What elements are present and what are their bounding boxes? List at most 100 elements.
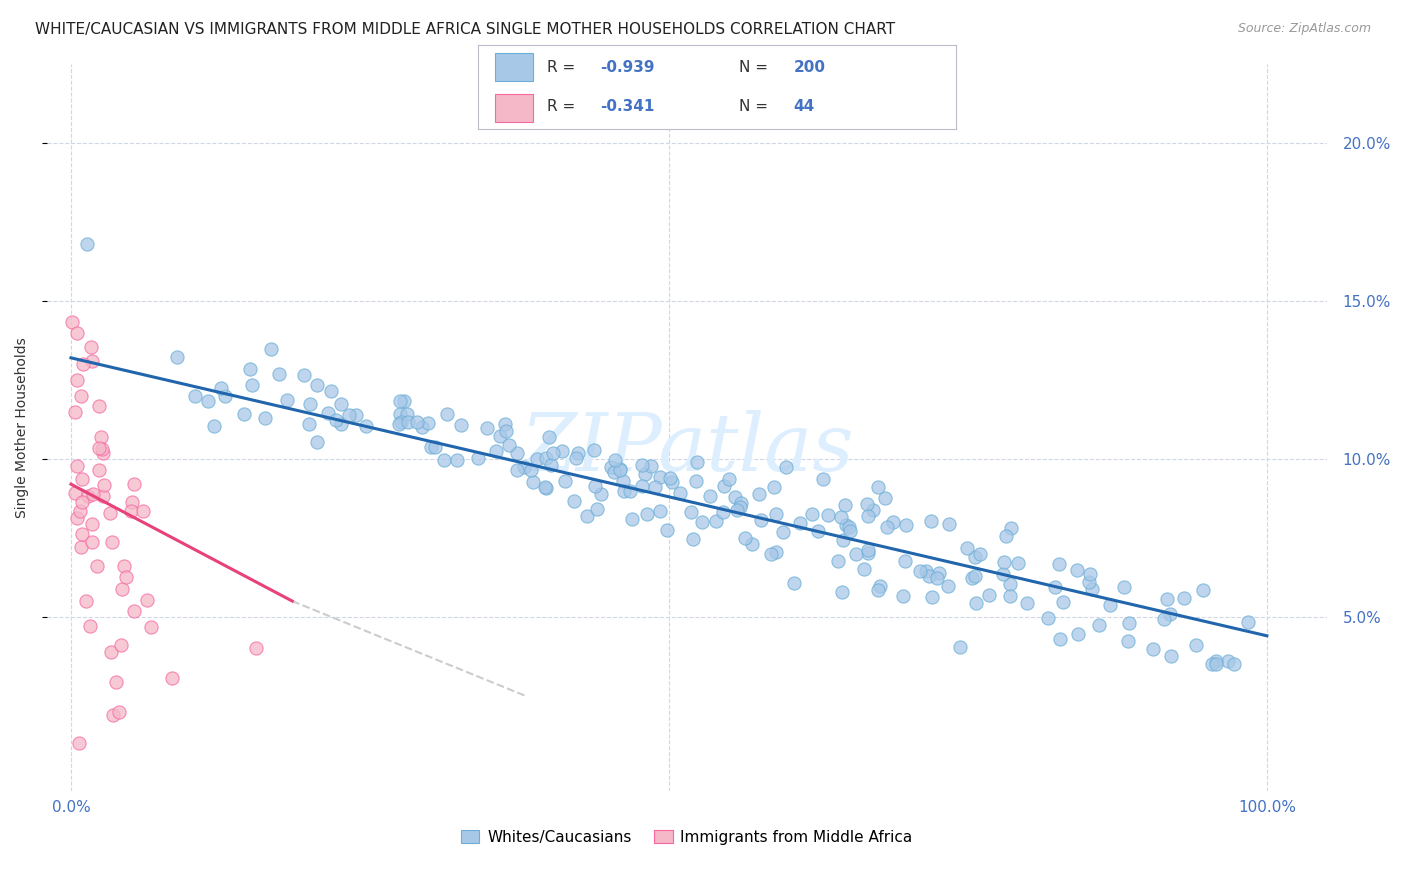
Text: R =: R =	[547, 99, 581, 114]
Point	[717, 472, 740, 486]
Point	[659, 471, 682, 485]
Point	[354, 418, 377, 433]
Point	[259, 342, 281, 356]
Point	[89, 441, 111, 455]
FancyBboxPatch shape	[495, 94, 533, 121]
Point	[1078, 566, 1101, 581]
Point	[93, 489, 115, 503]
Point	[1099, 598, 1122, 612]
Point	[928, 566, 950, 581]
Point	[817, 508, 839, 523]
Point	[679, 505, 702, 519]
Point	[749, 513, 772, 527]
Point	[520, 463, 543, 477]
Point	[392, 393, 415, 408]
Point	[100, 535, 122, 549]
Point	[1112, 580, 1135, 594]
Point	[66, 510, 89, 524]
Point	[960, 571, 983, 585]
Point	[685, 474, 707, 488]
Point	[534, 482, 557, 496]
Point	[873, 491, 896, 506]
Point	[661, 475, 683, 490]
Text: Source: ZipAtlas.com: Source: ZipAtlas.com	[1237, 22, 1371, 36]
Point	[307, 434, 329, 449]
Point	[882, 515, 904, 529]
Point	[1153, 612, 1175, 626]
Point	[711, 505, 734, 519]
Point	[526, 452, 548, 467]
Point	[1223, 657, 1246, 672]
Point	[467, 450, 489, 465]
Point	[522, 475, 544, 490]
Point	[1049, 632, 1071, 646]
Point	[122, 604, 145, 618]
Point	[67, 736, 90, 750]
Text: N =: N =	[738, 99, 772, 114]
Point	[1088, 617, 1111, 632]
Point	[657, 523, 679, 537]
Point	[1015, 596, 1038, 610]
Point	[853, 562, 876, 576]
Point	[807, 524, 830, 539]
Point	[450, 418, 472, 433]
Point	[389, 415, 412, 429]
Point	[838, 524, 860, 538]
Point	[91, 442, 114, 456]
Point	[540, 458, 562, 472]
Point	[891, 589, 914, 603]
Point	[316, 406, 339, 420]
Point	[869, 579, 891, 593]
Text: WHITE/CAUCASIAN VS IMMIGRANTS FROM MIDDLE AFRICA SINGLE MOTHER HOUSEHOLDS CORREL: WHITE/CAUCASIAN VS IMMIGRANTS FROM MIDDL…	[35, 22, 896, 37]
Point	[420, 440, 443, 454]
Point	[834, 498, 856, 512]
Point	[80, 517, 103, 532]
Point	[609, 462, 631, 476]
Point	[197, 393, 219, 408]
Point	[209, 381, 232, 395]
Point	[406, 415, 429, 429]
Point	[1052, 595, 1074, 609]
Point	[108, 705, 131, 719]
Point	[827, 554, 849, 568]
Point	[956, 541, 979, 555]
Point	[337, 409, 360, 423]
Point	[100, 506, 122, 520]
Point	[730, 496, 752, 510]
Point	[112, 558, 135, 573]
Point	[110, 582, 132, 596]
Point	[396, 408, 419, 422]
Point	[741, 537, 763, 551]
Point	[682, 532, 704, 546]
Point	[995, 529, 1018, 543]
Point	[76, 237, 98, 252]
Point	[321, 384, 343, 398]
Point	[915, 564, 938, 578]
Point	[79, 619, 101, 633]
Point	[1078, 575, 1101, 590]
Point	[245, 641, 267, 656]
Point	[494, 417, 516, 432]
Point	[66, 326, 89, 340]
Point	[298, 417, 321, 431]
Point	[1118, 615, 1140, 630]
Point	[838, 520, 860, 534]
Point	[292, 368, 315, 382]
Point	[686, 455, 709, 469]
Point	[1142, 641, 1164, 656]
Point	[830, 509, 852, 524]
Point	[1067, 626, 1090, 640]
Point	[630, 478, 652, 492]
Point	[1216, 654, 1239, 668]
Point	[1205, 654, 1227, 668]
Point	[644, 480, 666, 494]
Point	[416, 417, 439, 431]
Point	[965, 596, 987, 610]
Point	[139, 620, 162, 634]
Point	[411, 420, 433, 434]
Point	[835, 518, 858, 533]
Point	[498, 437, 520, 451]
Point	[783, 576, 806, 591]
Point	[713, 479, 735, 493]
Point	[91, 446, 114, 460]
